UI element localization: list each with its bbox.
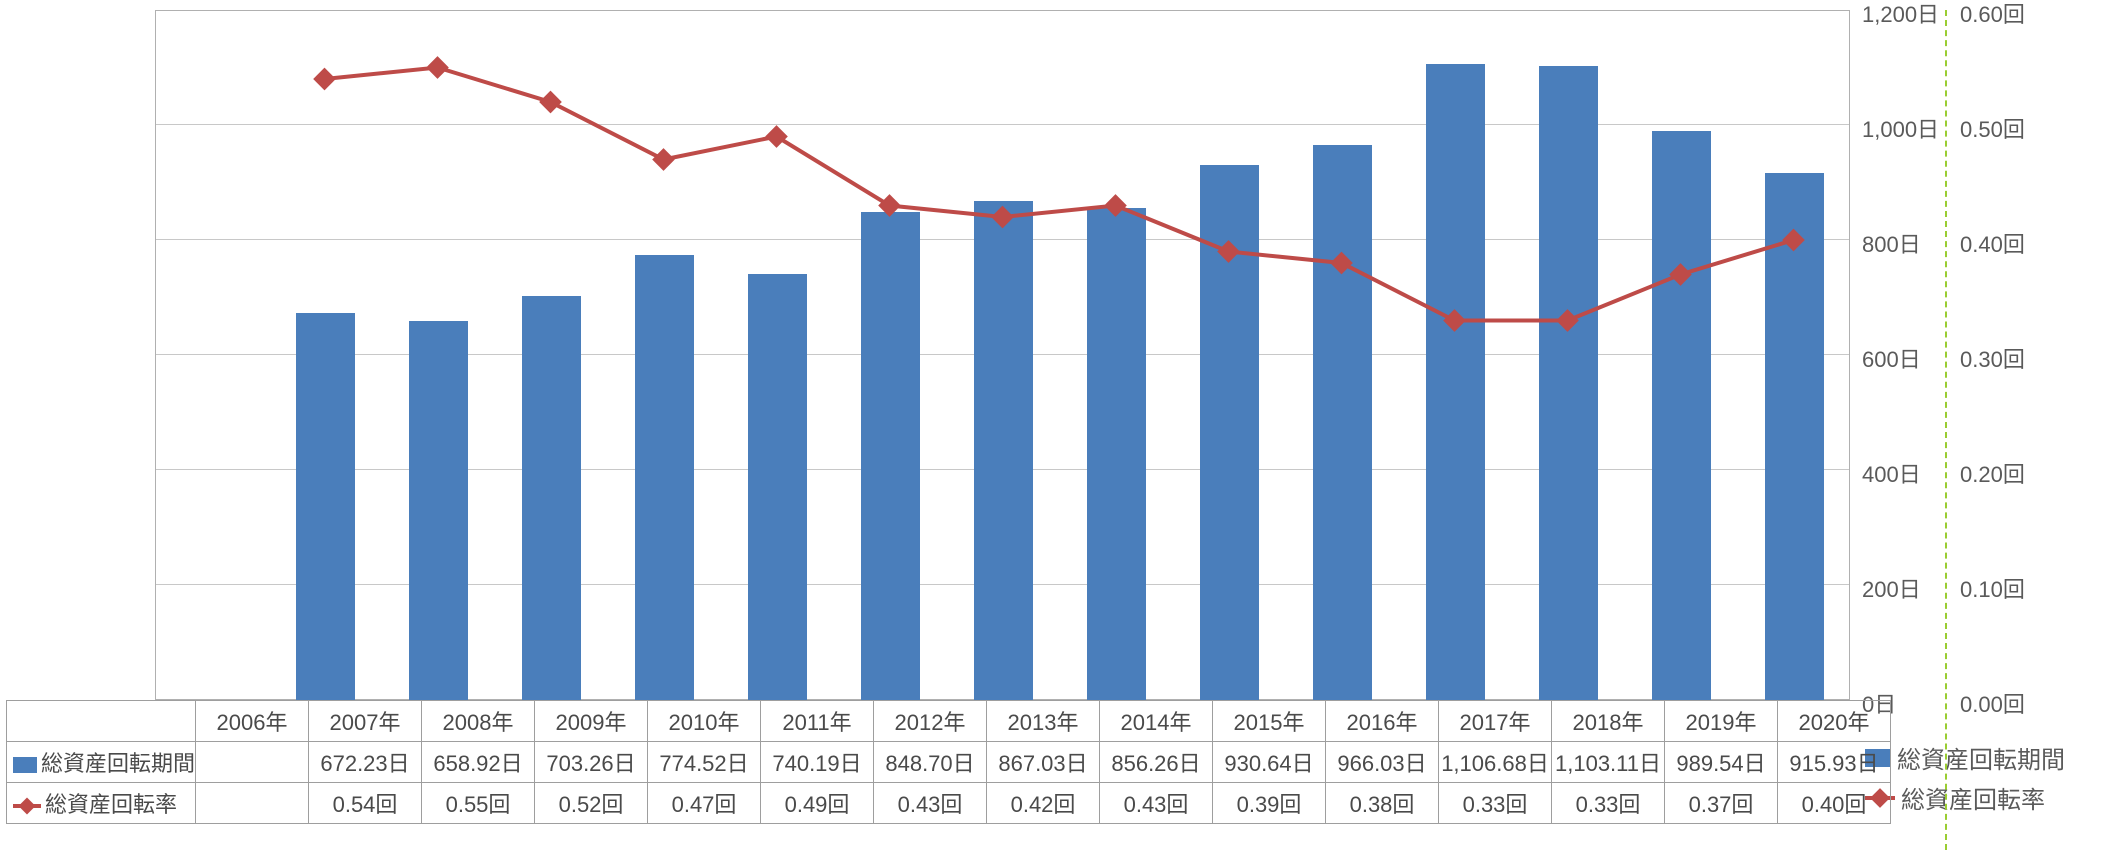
table-cell: 740.19日 [761, 742, 874, 783]
table-row: 総資産回転期間 672.23日658.92日703.26日774.52日740.1… [7, 742, 1891, 783]
y-right-tick-label: 0.50回 [1960, 112, 2025, 144]
table-category-header: 2007年 [309, 701, 422, 742]
line-marker-diamond [991, 206, 1014, 229]
line-marker-diamond [313, 68, 336, 91]
table-cell: 856.26日 [1100, 742, 1213, 783]
table-cell [196, 783, 309, 824]
y-left-tick-label: 200日 [1862, 572, 1921, 604]
table-cell: 703.26日 [535, 742, 648, 783]
legend-bar-label: 総資産回転期間 [1897, 740, 2065, 775]
table-cell: 0.43回 [1100, 783, 1213, 824]
table-category-header: 2011年 [761, 701, 874, 742]
table-cell: 989.54日 [1665, 742, 1778, 783]
table-row-label-bar: 総資産回転期間 [7, 742, 196, 783]
table-category-header: 2009年 [535, 701, 648, 742]
legend-bar-series: 総資産回転期間 [1865, 740, 2065, 775]
table-cell: 0.49回 [761, 783, 874, 824]
table-cell: 867.03日 [987, 742, 1100, 783]
table-cell: 0.33回 [1552, 783, 1665, 824]
table-corner-cell [7, 701, 196, 742]
table-cell: 1,106.68日 [1439, 742, 1552, 783]
table-cell: 0.43回 [874, 783, 987, 824]
table-cell: 0.40回 [1778, 783, 1891, 824]
bar-series-name: 総資産回転期間 [41, 751, 195, 776]
table-cell: 1,103.11日 [1552, 742, 1665, 783]
table-category-header: 2014年 [1100, 701, 1213, 742]
table-cell: 0.37回 [1665, 783, 1778, 824]
y-left-tick-label: 1,000日 [1862, 112, 1939, 144]
data-table: 2006年2007年2008年2009年2010年2011年2012年2013年… [6, 700, 1891, 824]
line-marker-diamond [765, 125, 788, 148]
table-category-header: 2008年 [422, 701, 535, 742]
y-right-tick-label: 0.40回 [1960, 227, 2025, 259]
y-right-tick-label: 0.20回 [1960, 457, 2025, 489]
line-marker-diamond [652, 148, 675, 171]
table-cell: 0.47回 [648, 783, 761, 824]
table-cell: 774.52日 [648, 742, 761, 783]
chart-container: 0日200日400日600日800日1,000日1,200日0.00回0.10回… [0, 0, 2101, 858]
table-category-header: 2016年 [1326, 701, 1439, 742]
right-divider [1945, 10, 1947, 850]
table-category-header: 2013年 [987, 701, 1100, 742]
table-cell: 930.64日 [1213, 742, 1326, 783]
table-cell: 0.38回 [1326, 783, 1439, 824]
table-cell: 0.39回 [1213, 783, 1326, 824]
line-marker-diamond [1104, 194, 1127, 217]
table-cell: 0.33回 [1439, 783, 1552, 824]
table-category-header: 2015年 [1213, 701, 1326, 742]
line-marker-diamond [878, 194, 901, 217]
legend-line-label: 総資産回転率 [1901, 780, 2045, 815]
line-marker-diamond [1669, 263, 1692, 286]
table-cell: 0.55回 [422, 783, 535, 824]
table-row: 総資産回転率0.54回0.55回0.52回0.47回0.49回0.43回0.42… [7, 783, 1891, 824]
line-marker-diamond [426, 56, 449, 79]
y-right-tick-label: 0.10回 [1960, 572, 2025, 604]
table-cell: 672.23日 [309, 742, 422, 783]
line-series-icon [13, 804, 41, 808]
table-cell: 966.03日 [1326, 742, 1439, 783]
table-row-label-line: 総資産回転率 [7, 783, 196, 824]
table-cell: 0.42回 [987, 783, 1100, 824]
bar-series-icon [13, 757, 37, 773]
table-cell [196, 742, 309, 783]
table-category-header: 2019年 [1665, 701, 1778, 742]
legend-line-series: 総資産回転率 [1865, 780, 2045, 815]
table-category-header: 2017年 [1439, 701, 1552, 742]
y-right-tick-label: 0.00回 [1960, 687, 2025, 719]
line-marker-diamond [1556, 309, 1579, 332]
y-left-tick-label: 600日 [1862, 342, 1921, 374]
table-category-header: 2012年 [874, 701, 987, 742]
table-header-row: 2006年2007年2008年2009年2010年2011年2012年2013年… [7, 701, 1891, 742]
table-cell: 915.93日 [1778, 742, 1891, 783]
y-right-tick-label: 0.30回 [1960, 342, 2025, 374]
table-category-header: 2020年 [1778, 701, 1891, 742]
table-cell: 848.70日 [874, 742, 987, 783]
line-marker-diamond [1443, 309, 1466, 332]
line-marker-diamond [1782, 229, 1805, 252]
line-series-name: 総資産回転率 [45, 792, 177, 817]
line-marker-diamond [1217, 240, 1240, 263]
table-cell: 0.54回 [309, 783, 422, 824]
y-left-tick-label: 1,200日 [1862, 0, 1939, 29]
table-category-header: 2010年 [648, 701, 761, 742]
line-marker-diamond [1330, 252, 1353, 275]
line-marker-diamond [539, 91, 562, 114]
table-category-header: 2006年 [196, 701, 309, 742]
y-left-tick-label: 400日 [1862, 457, 1921, 489]
table-cell: 658.92日 [422, 742, 535, 783]
table-cell: 0.52回 [535, 783, 648, 824]
y-right-tick-label: 0.60回 [1960, 0, 2025, 29]
y-left-tick-label: 800日 [1862, 227, 1921, 259]
table-category-header: 2018年 [1552, 701, 1665, 742]
